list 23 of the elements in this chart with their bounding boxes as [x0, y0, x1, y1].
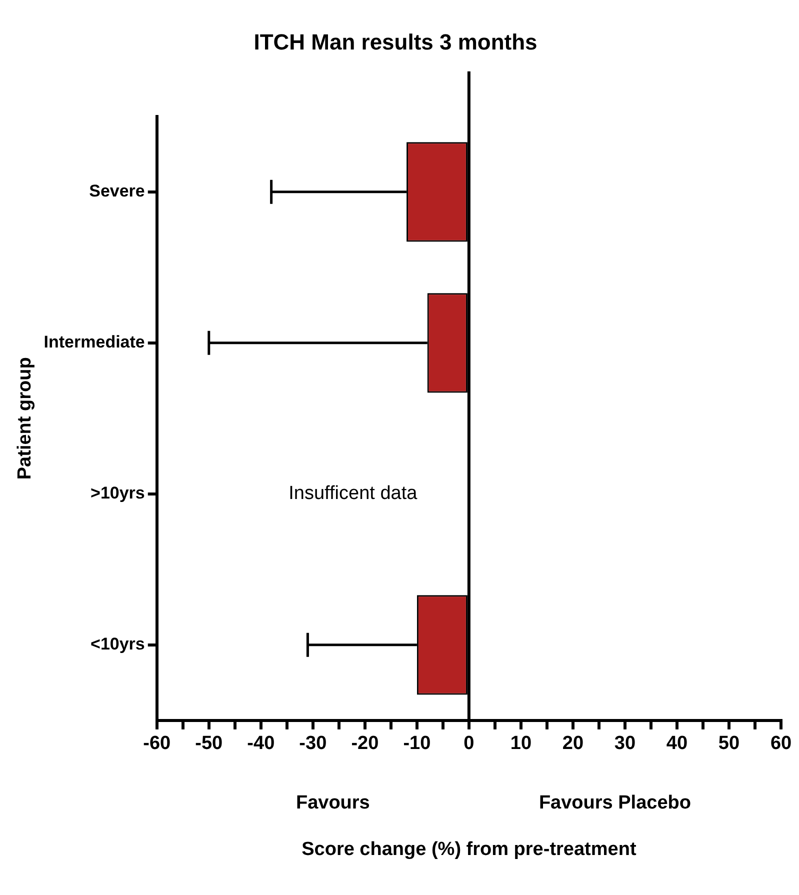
y-tick-label: >10yrs: [90, 484, 145, 503]
text: Favours Placebo: [538, 792, 692, 814]
y-tick-label: <10yrs: [90, 634, 145, 654]
annotation: Insufficent data: [288, 483, 418, 504]
x-tick-label: -40: [247, 733, 275, 754]
text: Favours: [296, 792, 370, 814]
y-tick-label: Intermediate: [44, 332, 145, 352]
x-tick-label: -50: [195, 733, 223, 754]
x-tick-label: 0: [464, 733, 474, 754]
x-tick-label: -60: [143, 733, 171, 754]
x-tick-label: -30: [299, 733, 327, 754]
y-axis-title: Patient group: [14, 357, 36, 480]
x-tick-label: 30: [614, 733, 636, 754]
x-tick-label: -20: [351, 733, 379, 754]
y-tick-label: Severe: [89, 182, 145, 201]
x-tick-label: 20: [562, 733, 584, 754]
x-axis-title: Score change (%) from pre-treatment: [302, 838, 637, 860]
x-tick-label: -10: [403, 733, 431, 754]
chart-title: ITCH Man results 3 months: [254, 29, 538, 54]
x-tick-label: 60: [770, 733, 792, 754]
x-tick-label: 50: [718, 733, 740, 754]
x-tick-label: 40: [666, 733, 688, 754]
x-tick-label: 10: [510, 733, 532, 754]
